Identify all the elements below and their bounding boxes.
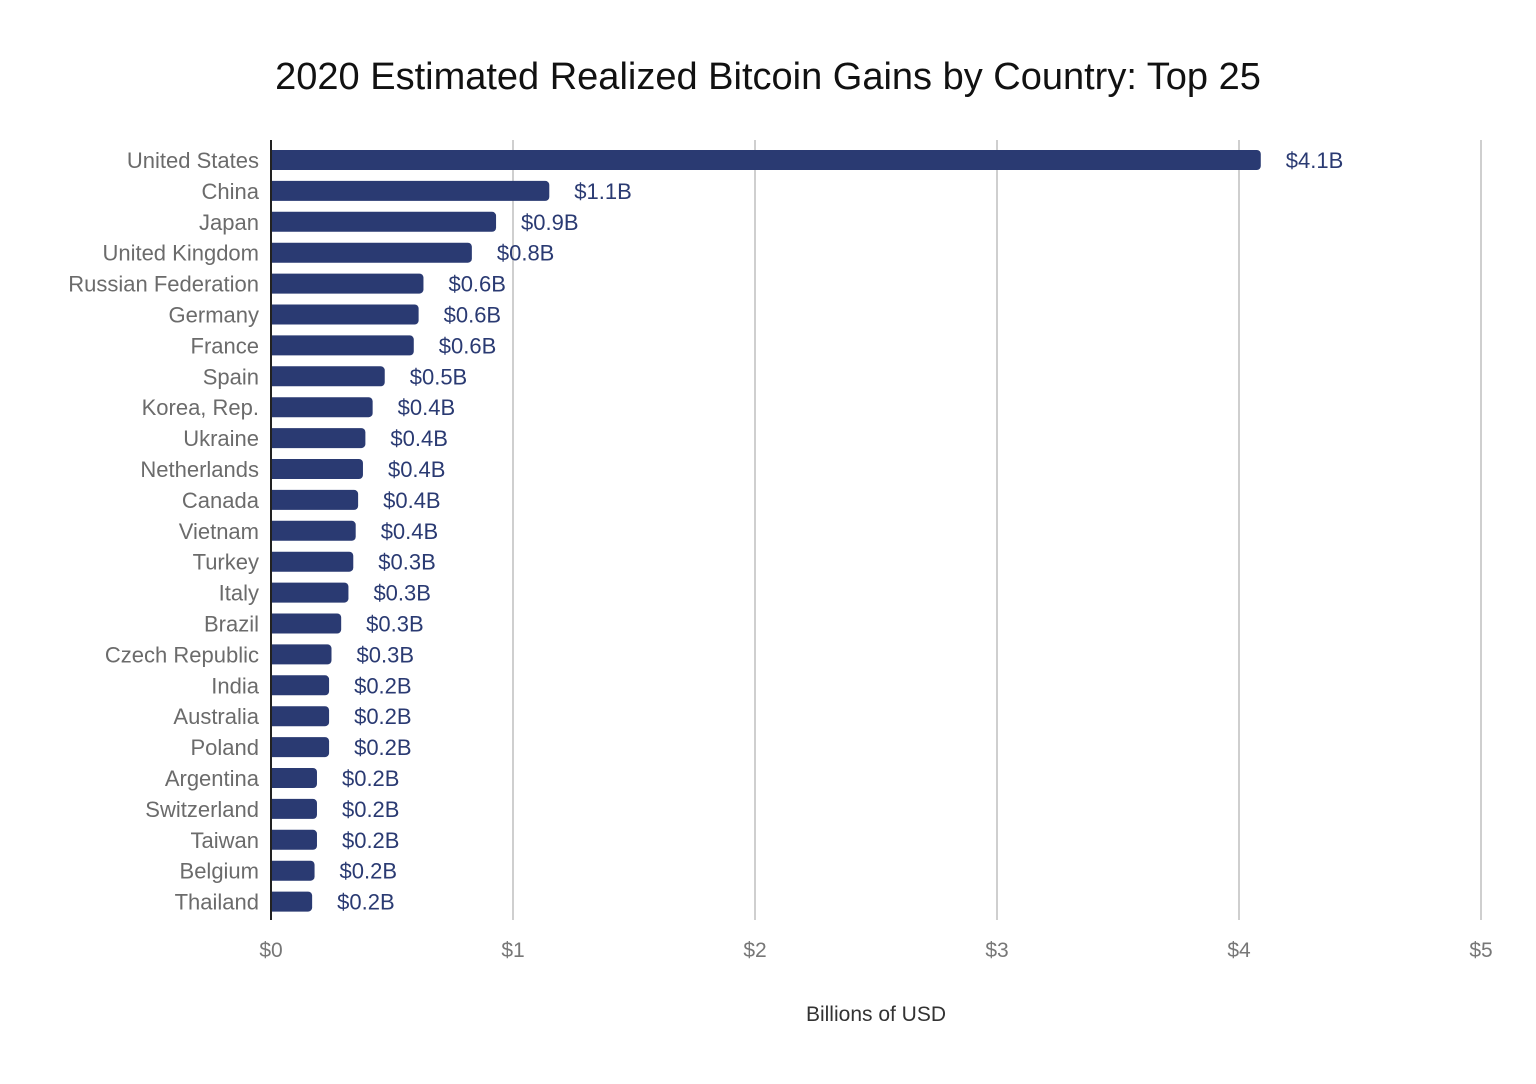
bar bbox=[271, 180, 550, 201]
bar bbox=[271, 150, 1261, 170]
bar bbox=[271, 335, 414, 356]
data-label: $1.1B bbox=[574, 179, 632, 204]
bar bbox=[271, 798, 317, 819]
category-label: Canada bbox=[182, 488, 260, 513]
bar bbox=[271, 211, 497, 232]
x-tick-label: $1 bbox=[501, 939, 524, 962]
category-label: Australia bbox=[173, 704, 259, 729]
category-label: United Kingdom bbox=[102, 241, 259, 266]
category-label: Ukraine bbox=[183, 426, 259, 451]
x-tick-label: $3 bbox=[985, 939, 1008, 962]
category-label: Spain bbox=[203, 364, 259, 389]
data-label: $0.3B bbox=[366, 612, 424, 637]
bar bbox=[271, 675, 330, 696]
bar bbox=[271, 582, 349, 603]
category-label: Belgium bbox=[180, 859, 259, 884]
data-label: $0.2B bbox=[354, 704, 412, 729]
category-label: Poland bbox=[190, 735, 259, 760]
bar bbox=[271, 366, 385, 387]
category-label: Germany bbox=[169, 303, 259, 328]
bar bbox=[271, 489, 359, 510]
bar bbox=[271, 551, 354, 572]
category-label: Korea, Rep. bbox=[142, 395, 259, 420]
x-tick-label: $0 bbox=[259, 939, 282, 962]
x-tick-label: $2 bbox=[743, 939, 766, 962]
bar bbox=[271, 273, 424, 294]
bar bbox=[271, 706, 330, 727]
bar bbox=[271, 304, 419, 325]
category-label: Taiwan bbox=[191, 828, 259, 853]
bar bbox=[271, 397, 373, 418]
category-label: United States bbox=[127, 148, 259, 173]
category-label: Netherlands bbox=[140, 457, 259, 482]
data-label: $0.4B bbox=[390, 426, 448, 451]
data-label: $0.2B bbox=[340, 859, 398, 884]
data-label: $0.6B bbox=[448, 272, 506, 297]
data-label: $0.3B bbox=[357, 642, 415, 667]
bar bbox=[271, 768, 317, 788]
category-label: Argentina bbox=[165, 766, 260, 791]
bar bbox=[271, 520, 356, 541]
data-label: $0.2B bbox=[342, 828, 400, 853]
bar bbox=[271, 459, 363, 479]
category-label: Brazil bbox=[204, 612, 259, 637]
bar bbox=[271, 644, 332, 665]
data-label: $0.4B bbox=[388, 457, 446, 482]
data-label: $0.4B bbox=[381, 519, 439, 544]
category-label: China bbox=[202, 179, 260, 204]
bar bbox=[271, 829, 317, 850]
x-tick-label: $5 bbox=[1469, 939, 1492, 962]
data-label: $0.9B bbox=[521, 210, 579, 235]
data-label: $0.8B bbox=[497, 241, 555, 266]
bar bbox=[271, 891, 313, 912]
category-label: Turkey bbox=[193, 550, 259, 575]
data-label: $0.2B bbox=[342, 797, 400, 822]
x-tick-label: $4 bbox=[1227, 939, 1251, 962]
data-label: $0.2B bbox=[337, 890, 395, 915]
chart-title: 2020 Estimated Realized Bitcoin Gains by… bbox=[275, 56, 1261, 98]
bar bbox=[271, 613, 342, 634]
category-label: Czech Republic bbox=[105, 642, 259, 667]
data-label: $0.5B bbox=[410, 364, 468, 389]
category-label: Italy bbox=[219, 581, 259, 606]
data-label: $0.2B bbox=[354, 673, 412, 698]
data-label: $0.6B bbox=[444, 303, 502, 328]
data-label: $0.6B bbox=[439, 333, 497, 358]
category-label: Russian Federation bbox=[68, 272, 259, 297]
data-label: $0.3B bbox=[378, 550, 436, 575]
bar bbox=[271, 737, 330, 758]
category-label: France bbox=[191, 333, 259, 358]
data-label: $0.3B bbox=[373, 581, 431, 606]
data-label: $4.1B bbox=[1286, 148, 1344, 173]
data-label: $0.4B bbox=[383, 488, 441, 513]
data-label: $0.2B bbox=[342, 766, 400, 791]
category-label: Japan bbox=[199, 210, 259, 235]
data-label: $0.4B bbox=[398, 395, 456, 420]
category-label: Vietnam bbox=[179, 519, 259, 544]
category-label: India bbox=[211, 673, 259, 698]
x-axis-label: Billions of USD bbox=[805, 1003, 947, 1026]
bar bbox=[271, 242, 472, 263]
bar bbox=[271, 428, 366, 449]
bar bbox=[271, 860, 315, 881]
category-label: Switzerland bbox=[145, 797, 259, 822]
category-label: Thailand bbox=[175, 890, 259, 915]
data-label: $0.2B bbox=[354, 735, 412, 760]
